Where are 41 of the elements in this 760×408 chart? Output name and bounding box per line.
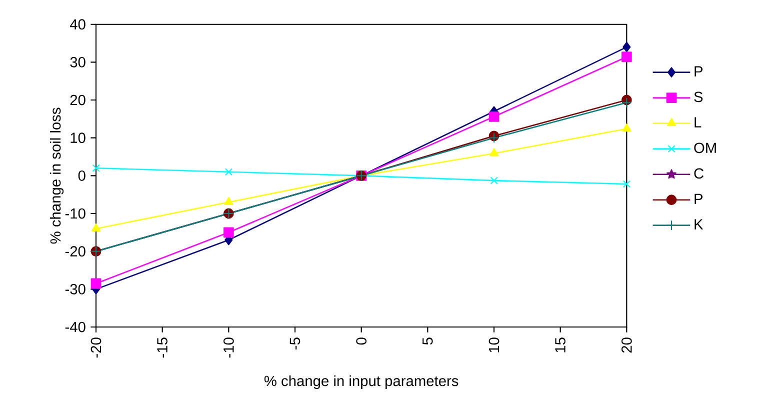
y-axis-title: % change in soil loss [50,108,64,244]
y-tick-label: 20 [70,94,86,106]
x-tick-label: -10 [223,338,234,358]
point [621,52,632,62]
point [223,227,234,238]
point [621,97,632,108]
y-tick-label: -30 [65,284,86,294]
point [224,168,232,176]
y-tick-label: 10 [70,132,86,144]
legend-label: P [694,194,703,204]
point [622,42,631,52]
y-tick-label: 0 [78,170,86,181]
legend-label: S [694,92,703,102]
x-tick-label: 20 [621,338,632,353]
x-tick-label: -20 [90,338,102,358]
y-tick-label: -20 [65,246,86,257]
legend-label: K [694,219,704,230]
y-tick-label: 40 [70,19,86,30]
point [488,111,500,122]
legend-label: C [694,168,704,179]
x-tick-label: 0 [356,338,367,345]
x-tick-label: 5 [422,338,433,345]
legend-label: P [694,66,703,76]
point [622,180,630,188]
point [90,278,102,289]
x-tick-label: 10 [488,338,500,352]
point [490,176,498,184]
point [91,223,101,232]
legend-label: OM [694,142,716,154]
y-tick-label: -10 [65,208,86,219]
point [489,148,499,156]
point [92,164,100,172]
legend-label: L [694,117,702,128]
y-tick-label: 30 [70,57,86,68]
point [224,196,234,206]
y-tick-label: -40 [65,322,86,332]
x-tick-label: 15 [555,338,566,352]
point [622,124,632,132]
x-tick-label: -5 [290,338,300,350]
x-tick-label: -15 [157,338,168,358]
x-axis-title: % change in input parameters [264,375,458,390]
